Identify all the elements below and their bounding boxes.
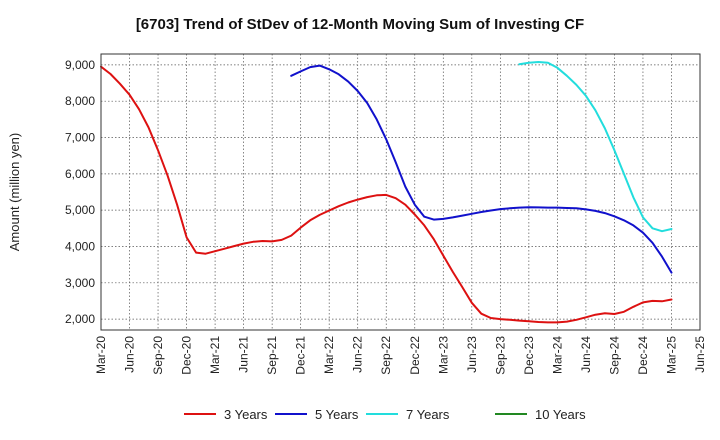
y-tick-label: 9,000 xyxy=(65,58,95,72)
x-tick-label: Dec-24 xyxy=(636,336,650,375)
legend: 3 Years 5 Years 7 Years 10 Years xyxy=(184,407,586,422)
x-tick-label: Sep-20 xyxy=(151,336,165,375)
x-tick-label: Sep-21 xyxy=(265,336,279,375)
x-tick-label: Jun-23 xyxy=(465,336,479,373)
x-tick-label: Mar-20 xyxy=(94,336,108,374)
series-line-5-years xyxy=(290,64,673,274)
x-tick-label: Dec-22 xyxy=(408,336,422,375)
x-tick-label: Mar-23 xyxy=(436,336,450,374)
y-tick-label: 3,000 xyxy=(65,276,95,290)
y-tick-label: 7,000 xyxy=(65,131,95,145)
legend-label-7-years: 7 Years xyxy=(406,407,450,422)
x-tick-label: Dec-23 xyxy=(522,336,536,375)
x-tick-label: Mar-24 xyxy=(550,336,564,374)
x-tick-label: Sep-23 xyxy=(493,336,507,375)
plot-frame xyxy=(100,53,701,331)
x-tick-label: Dec-21 xyxy=(294,336,308,375)
legend-label-5-years: 5 Years xyxy=(315,407,359,422)
y-axis-ticks: 2,000 3,000 4,000 5,000 6,000 7,000 8,000 9,000 xyxy=(65,58,95,326)
y-tick-label: 2,000 xyxy=(65,312,95,326)
series-lines xyxy=(100,61,673,324)
x-tick-label: Dec-20 xyxy=(180,336,194,375)
y-tick-label: 8,000 xyxy=(65,94,95,108)
x-tick-label: Jun-22 xyxy=(351,336,365,373)
x-axis-ticks: Mar-20 Jun-20 Sep-20 Dec-20 Mar-21 Jun-21 Sep-… xyxy=(94,336,707,375)
legend-label-10-years: 10 Years xyxy=(535,407,586,422)
x-tick-label: Sep-24 xyxy=(607,336,621,375)
chart-title: [6703] Trend of StDev of 12-Month Moving… xyxy=(136,16,584,33)
x-tick-label: Jun-20 xyxy=(123,336,137,373)
x-tick-label: Mar-25 xyxy=(664,336,678,374)
legend-label-3-years: 3 Years xyxy=(224,407,268,422)
y-tick-label: 5,000 xyxy=(65,203,95,217)
x-tick-label: Jun-24 xyxy=(579,336,593,373)
x-tick-label: Sep-22 xyxy=(379,336,393,375)
y-tick-label: 6,000 xyxy=(65,167,95,181)
x-tick-label: Mar-22 xyxy=(322,336,336,374)
y-tick-label: 4,000 xyxy=(65,239,95,253)
series-line-7-years xyxy=(518,61,673,233)
y-axis-title: Amount (million yen) xyxy=(7,133,22,252)
x-tick-label: Jun-25 xyxy=(693,336,707,373)
grid xyxy=(100,54,701,330)
x-tick-label: Mar-21 xyxy=(208,336,222,374)
series-line-3-years xyxy=(100,65,673,324)
x-tick-label: Jun-21 xyxy=(237,336,251,373)
